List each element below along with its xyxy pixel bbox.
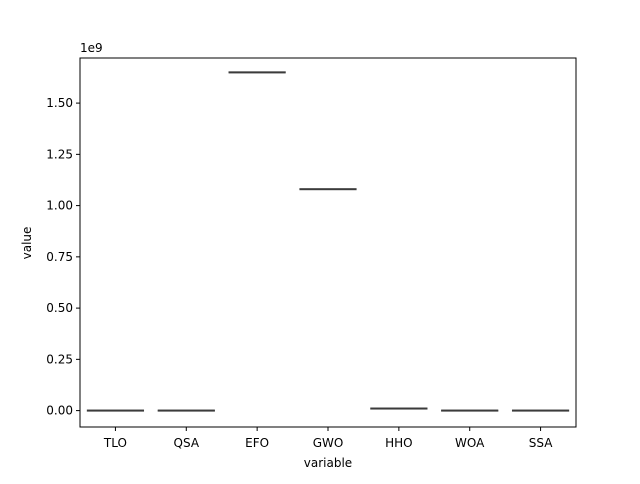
box-efo <box>228 71 286 74</box>
y-tick-label: 1.50 <box>46 96 73 110</box>
y-tick-label: 1.25 <box>46 147 73 161</box>
box-ssa <box>511 409 570 412</box>
x-tick-label-woa: WOA <box>455 436 485 450</box>
y-tick-label: 0.00 <box>46 404 73 418</box>
y-axis-label: value <box>20 227 34 260</box>
box-woa <box>441 409 499 412</box>
x-axis-label: variable <box>304 456 352 470</box>
y-tick-label: 0.75 <box>46 250 73 264</box>
y-axis: 0.00 0.25 0.50 0.75 1.00 1.25 1.50 <box>46 96 80 418</box>
x-axis: TLO QSA EFO GWO HHO WOA SSA <box>103 427 553 450</box>
plot-area <box>80 58 576 427</box>
box-marks <box>86 71 570 412</box>
x-tick-label-hho: HHO <box>385 436 413 450</box>
y-tick-label: 0.50 <box>46 301 73 315</box>
box-qsa <box>157 409 215 412</box>
x-tick-label-gwo: GWO <box>313 436 344 450</box>
box-tlo <box>86 409 145 412</box>
y-tick-label: 0.25 <box>46 352 73 366</box>
box-hho <box>370 407 428 410</box>
x-tick-label-tlo: TLO <box>103 436 127 450</box>
x-tick-label-ssa: SSA <box>529 436 553 450</box>
x-tick-label-efo: EFO <box>245 436 269 450</box>
y-multiplier-label: 1e9 <box>80 41 103 55</box>
x-tick-label-qsa: QSA <box>174 436 200 450</box>
plot-frame <box>79 57 577 428</box>
y-tick-label: 1.00 <box>46 199 73 213</box>
box-gwo <box>299 188 357 191</box>
